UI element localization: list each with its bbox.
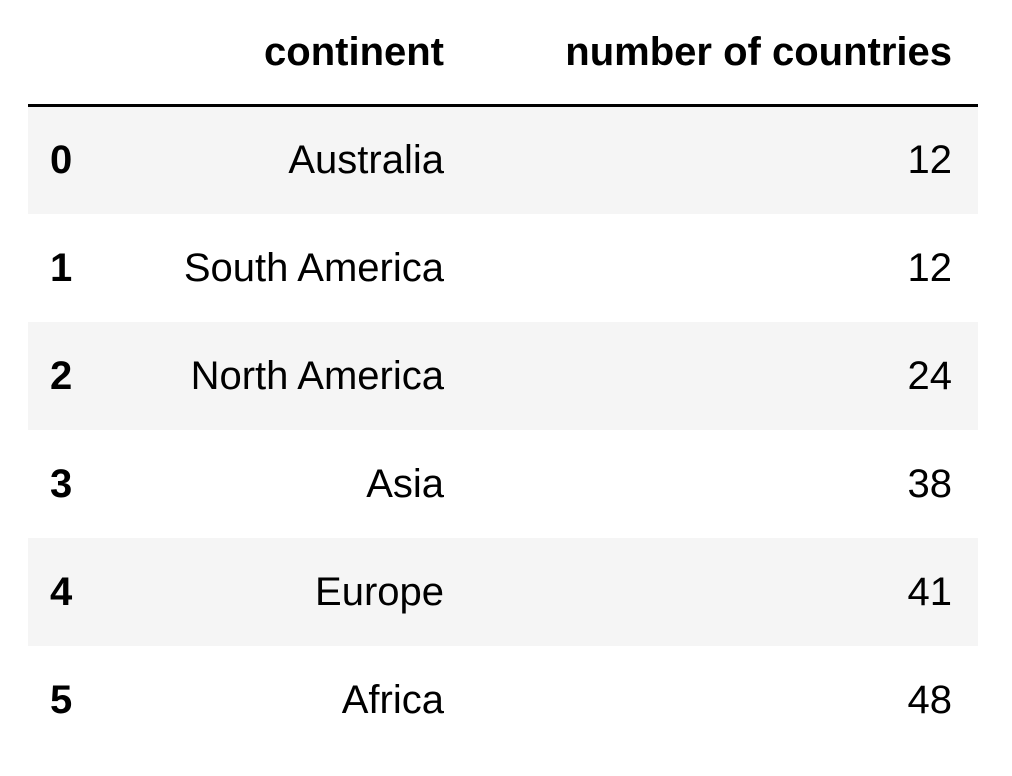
continent-cell: Asia	[366, 461, 444, 506]
table-row: 3 Asia 38	[28, 429, 978, 538]
table-row: 5 Africa 48	[28, 645, 978, 754]
continent-cell: Europe	[315, 569, 444, 614]
row-index: 1	[50, 245, 73, 290]
table-body: 0 Australia 12 1 South America 12 2 Nort…	[28, 105, 978, 754]
row-index: 3	[50, 461, 73, 506]
continent-cell: Africa	[341, 677, 444, 722]
continent-cell: South America	[183, 245, 444, 290]
continent-cell: Australia	[288, 138, 444, 183]
index-column-header	[28, 0, 90, 107]
table-header: continent number of countries	[28, 0, 978, 107]
row-index: 4	[50, 569, 73, 614]
table-row: 4 Europe 41	[28, 537, 978, 646]
country-count-cell: 48	[907, 677, 953, 722]
row-index: 0	[50, 138, 73, 183]
table-row: 2 North America 24	[28, 321, 978, 430]
country-count-cell: 12	[907, 138, 953, 183]
row-index: 2	[50, 353, 73, 398]
column-header-number-of-countries: number of countries	[444, 0, 978, 107]
column-header-continent: continent	[90, 0, 444, 107]
row-index: 5	[50, 677, 73, 722]
country-count-cell: 24	[907, 353, 953, 398]
country-count-cell: 38	[907, 461, 953, 506]
country-count-cell: 12	[907, 245, 953, 290]
continent-cell: North America	[190, 353, 444, 398]
country-count-cell: 41	[907, 569, 953, 614]
dataframe-table: continent number of countries 0 Australi…	[28, 0, 978, 754]
table-row: 1 South America 12	[28, 213, 978, 322]
header-row: continent number of countries	[28, 0, 978, 107]
table-row: 0 Australia 12	[28, 105, 978, 214]
